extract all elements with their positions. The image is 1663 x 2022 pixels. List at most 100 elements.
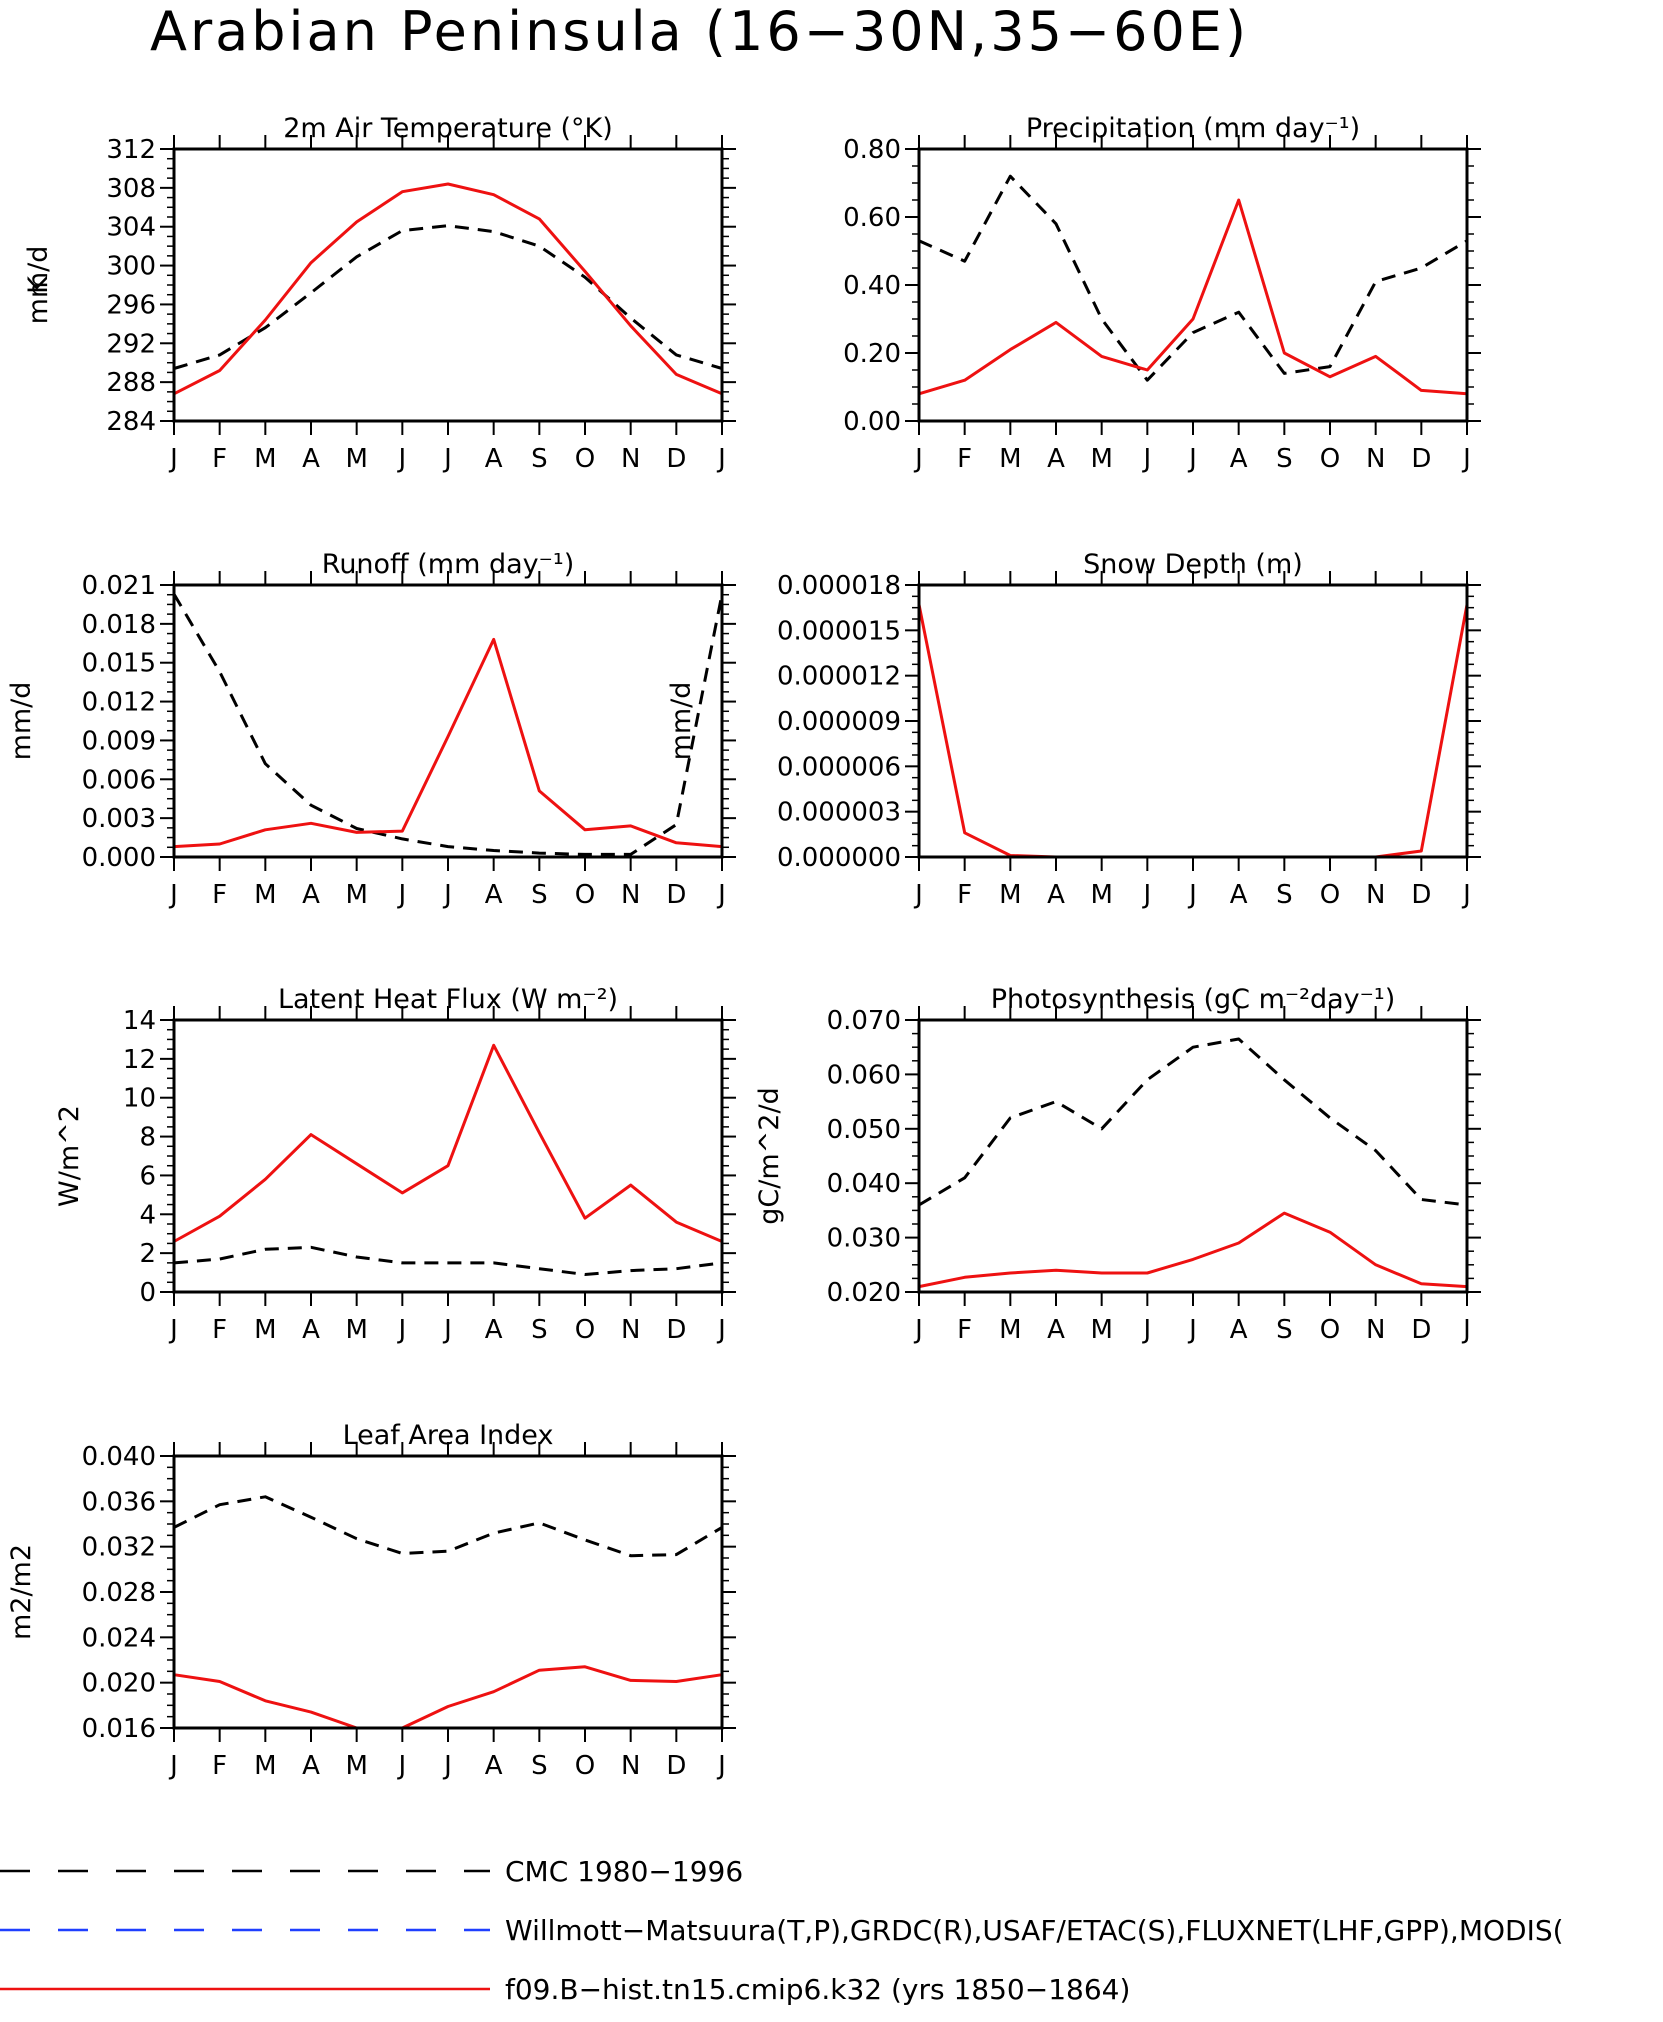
y-axis-label: mm/d xyxy=(23,246,54,325)
x-tick-label: J xyxy=(1461,444,1471,474)
x-tick-label: A xyxy=(485,880,503,910)
y-tick-label: 0 xyxy=(139,1278,156,1308)
x-tick-label: J xyxy=(442,1315,452,1345)
x-tick-label: M xyxy=(1090,1315,1112,1345)
x-tick-label: J xyxy=(913,444,923,474)
x-tick-label: D xyxy=(1411,1315,1431,1345)
y-axis-label: W/m^2 xyxy=(54,1105,85,1207)
x-tick-label: D xyxy=(1411,880,1431,910)
y-tick-label: 12 xyxy=(123,1045,156,1075)
plot-frame xyxy=(172,1454,724,1730)
x-tick-label: J xyxy=(1461,880,1471,910)
y-tick-label: 0.000009 xyxy=(777,707,901,737)
y-tick-label: 0.000015 xyxy=(777,616,901,646)
x-tick-label: O xyxy=(1320,880,1340,910)
series-line-model xyxy=(173,1043,723,1243)
x-tick-label: O xyxy=(575,444,595,474)
x-tick-label: J xyxy=(716,1315,726,1345)
x-tick-label: N xyxy=(621,1751,640,1781)
x-tick-label: A xyxy=(1230,444,1248,474)
plot-frame xyxy=(172,583,724,859)
x-tick-label: J xyxy=(1187,880,1197,910)
panel-6: Photosynthesis (gC m⁻²day⁻¹)gC/m^2/d0.02… xyxy=(754,984,1481,1345)
plot-frame xyxy=(917,1018,1469,1294)
y-tick-label: 296 xyxy=(106,290,156,320)
y-tick-label: 0.40 xyxy=(843,271,901,301)
x-tick-label: J xyxy=(716,1751,726,1781)
x-tick-label: J xyxy=(913,880,923,910)
y-tick-label: 0.040 xyxy=(827,1169,901,1199)
y-tick-label: 0.000003 xyxy=(777,798,901,828)
y-axis-label: mm/d xyxy=(6,682,37,761)
x-tick-label: M xyxy=(254,444,276,474)
x-tick-label: J xyxy=(1187,444,1197,474)
y-axis-label: gC/m^2/d xyxy=(754,1087,785,1224)
x-tick-label: M xyxy=(999,444,1021,474)
x-tick-label: A xyxy=(485,1751,503,1781)
x-tick-label: A xyxy=(1230,880,1248,910)
series-line-model xyxy=(173,182,723,396)
x-tick-label: J xyxy=(716,880,726,910)
y-axis-label: m2/m2 xyxy=(6,1544,37,1640)
x-tick-label: J xyxy=(442,1751,452,1781)
x-tick-label: A xyxy=(302,1315,320,1345)
y-tick-label: 0.030 xyxy=(827,1224,901,1254)
x-tick-label: J xyxy=(168,444,178,474)
x-tick-label: A xyxy=(302,880,320,910)
x-tick-label: N xyxy=(1366,880,1385,910)
x-tick-label: M xyxy=(345,444,367,474)
x-tick-label: M xyxy=(254,1751,276,1781)
y-tick-label: 0.020 xyxy=(827,1278,901,1308)
panel-7: Leaf Area Indexm2/m20.0160.0200.0240.028… xyxy=(6,1420,736,1781)
y-tick-label: 0.015 xyxy=(82,649,156,679)
x-tick-label: J xyxy=(168,1751,178,1781)
x-tick-label: N xyxy=(621,444,640,474)
x-tick-label: J xyxy=(168,880,178,910)
x-tick-label: A xyxy=(1047,1315,1065,1345)
x-tick-label: J xyxy=(716,444,726,474)
x-tick-label: M xyxy=(254,880,276,910)
y-tick-label: 288 xyxy=(106,368,156,398)
x-tick-label: D xyxy=(666,1751,686,1781)
legend: CMC 1980−1996 Willmott−Matsuura(T,P),GRDC… xyxy=(0,1855,1564,2006)
y-tick-label: 0.018 xyxy=(82,610,156,640)
x-tick-label: M xyxy=(999,880,1021,910)
y-tick-label: 4 xyxy=(139,1200,156,1230)
panel-5: Latent Heat Flux (W m⁻²)W/m^202468101214… xyxy=(54,984,736,1345)
x-tick-label: J xyxy=(1141,1315,1151,1345)
x-tick-label: A xyxy=(302,444,320,474)
x-tick-label: M xyxy=(345,880,367,910)
y-tick-label: 300 xyxy=(106,252,156,282)
series-line-obs xyxy=(172,593,724,856)
legend-label: CMC 1980−1996 xyxy=(505,1855,743,1888)
y-tick-label: 0.006 xyxy=(82,765,156,795)
series-line-obs xyxy=(173,1495,723,1558)
y-tick-label: 0.012 xyxy=(82,688,156,718)
x-tick-label: J xyxy=(1141,880,1151,910)
y-tick-label: 0.000018 xyxy=(777,571,901,601)
x-tick-label: S xyxy=(531,1751,548,1781)
panel-3: Runoff (mm day⁻¹)mm/d0.0000.0030.0060.00… xyxy=(6,549,736,910)
x-tick-label: J xyxy=(396,444,406,474)
y-tick-label: 0.016 xyxy=(82,1714,156,1744)
x-tick-label: N xyxy=(1366,1315,1385,1345)
y-tick-label: 0.000000 xyxy=(777,843,901,873)
x-tick-label: D xyxy=(666,1315,686,1345)
y-tick-label: 0.20 xyxy=(843,339,901,369)
x-tick-label: O xyxy=(1320,444,1340,474)
y-tick-label: 0.050 xyxy=(827,1115,901,1145)
x-tick-label: O xyxy=(575,1315,595,1345)
x-tick-label: F xyxy=(957,880,972,910)
x-tick-label: S xyxy=(1276,880,1293,910)
x-tick-label: J xyxy=(396,1751,406,1781)
y-tick-label: 308 xyxy=(106,174,156,204)
series-line-model xyxy=(917,604,1469,859)
figure-title: Arabian Peninsula (16−30N,35−60E) xyxy=(150,0,1249,63)
y-tick-label: 0.80 xyxy=(843,135,901,165)
x-tick-label: S xyxy=(531,1315,548,1345)
x-tick-label: O xyxy=(575,1751,595,1781)
panel-4: Snow Depth (m)mm/d0.0000000.0000030.0000… xyxy=(666,549,1481,910)
y-tick-label: 0.020 xyxy=(82,1669,156,1699)
plot-frame xyxy=(172,1018,724,1294)
